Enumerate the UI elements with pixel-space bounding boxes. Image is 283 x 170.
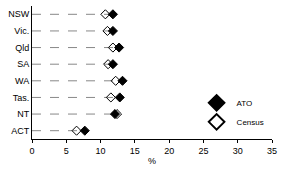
svg-text:25: 25	[198, 146, 208, 156]
svg-text:NSW: NSW	[8, 9, 30, 19]
svg-text:Tas.: Tas.	[13, 93, 30, 103]
svg-text:NT: NT	[17, 109, 29, 119]
svg-text:%: %	[148, 156, 156, 166]
svg-text:5: 5	[64, 146, 69, 156]
svg-text:ATO: ATO	[237, 99, 253, 108]
svg-text:15: 15	[130, 146, 140, 156]
svg-text:20: 20	[164, 146, 174, 156]
svg-text:Qld: Qld	[15, 43, 29, 53]
svg-text:10: 10	[96, 146, 106, 156]
svg-text:ACT: ACT	[11, 126, 30, 136]
svg-text:30: 30	[233, 146, 243, 156]
svg-text:0: 0	[29, 146, 34, 156]
svg-text:SA: SA	[17, 59, 29, 69]
svg-text:35: 35	[267, 146, 277, 156]
svg-text:Census: Census	[237, 118, 264, 127]
svg-text:Vic.: Vic.	[14, 26, 29, 36]
svg-text:WA: WA	[15, 76, 29, 86]
